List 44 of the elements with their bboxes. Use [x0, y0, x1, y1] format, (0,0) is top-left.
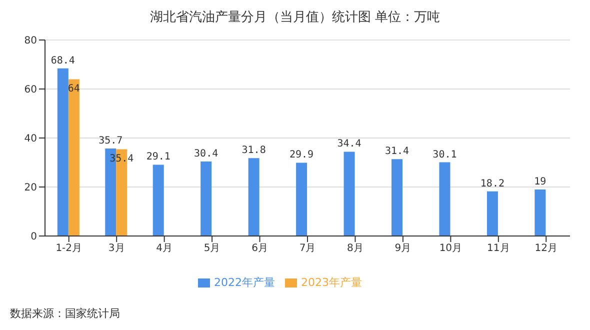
x-tick-label: 6月	[252, 243, 268, 254]
data-label: 30.1	[432, 149, 457, 160]
data-label: 30.4	[194, 148, 218, 160]
y-tick-label: 20	[24, 182, 37, 194]
bar	[486, 191, 498, 236]
legend-label: 2022年产量	[214, 276, 275, 289]
bar	[534, 189, 546, 236]
bar	[152, 164, 164, 236]
chart-title: 湖北省汽油产量分月（当月值）统计图 单位：万吨	[148, 9, 442, 26]
x-tick-label: 3月	[108, 243, 125, 254]
data-label: 29.1	[146, 152, 170, 163]
x-tick-label: 1-2月	[56, 243, 82, 254]
x-tick-label: 10月	[439, 243, 462, 254]
x-tick-label: 7月	[299, 243, 316, 254]
x-tick-label: 12月	[534, 243, 558, 254]
bar	[248, 158, 260, 236]
y-tick-label: 60	[24, 84, 37, 96]
bar	[392, 159, 402, 236]
bar	[57, 68, 68, 236]
data-label: 31.8	[242, 145, 266, 156]
x-tick-label: 5月	[204, 243, 220, 254]
data-label: 31.4	[384, 146, 410, 158]
data-label: 29.9	[290, 150, 314, 161]
source-note: 数据来源：国家统计局	[10, 306, 120, 321]
bar	[439, 162, 450, 236]
data-label: 19	[534, 176, 546, 188]
bar	[344, 152, 355, 236]
bar	[200, 162, 212, 236]
x-tick-label: 8月	[347, 243, 364, 254]
y-tick-label: 0	[30, 232, 37, 243]
y-tick-label: 80	[24, 36, 37, 47]
bar	[68, 79, 80, 236]
bar	[296, 162, 308, 236]
data-label: 64	[68, 83, 80, 94]
x-tick-label: 11月	[487, 243, 510, 254]
x-tick-label: 9月	[394, 243, 412, 254]
data-label: 18.2	[480, 178, 504, 190]
legend-label: 2023年产量	[301, 276, 362, 289]
x-tick-label: 4月	[156, 243, 173, 254]
data-label: 35.7	[98, 136, 123, 147]
data-label: 68.4	[50, 55, 75, 66]
data-label: 34.4	[337, 138, 362, 150]
data-label: 35.4	[110, 153, 134, 164]
y-tick-label: 40	[24, 134, 37, 145]
